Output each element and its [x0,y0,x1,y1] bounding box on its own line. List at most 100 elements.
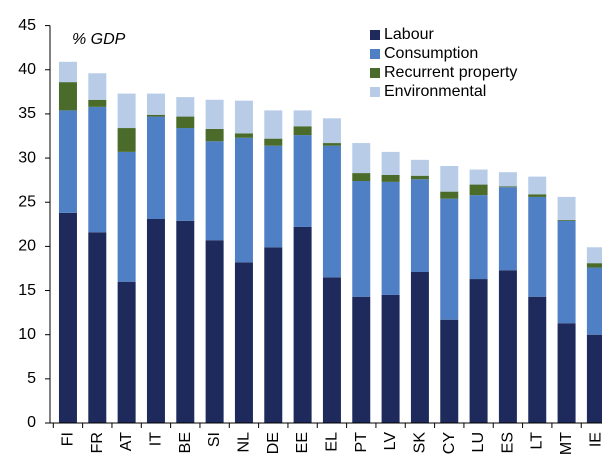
bar-segment [586,263,602,268]
legend-swatch [370,30,380,40]
x-tick-label: IT [147,432,164,446]
x-tick-label: BE [177,432,194,453]
bar-segment [88,99,107,107]
y-tick-label: 10 [18,326,36,343]
bar-segment [498,172,517,187]
bar-segment [176,116,195,129]
y-tick-label: 40 [18,61,36,78]
bar-segment [264,247,283,423]
bar-segment [469,169,488,185]
y-tick-label: 20 [18,238,36,255]
x-tick-label: FR [89,432,106,453]
bar-segment [557,220,576,324]
x-tick-label: CY [441,432,458,455]
bar-segment [146,116,165,220]
bar-segment [322,145,341,278]
bar-segment [410,179,429,272]
y-tick-label: 35 [18,105,36,122]
bar-segment [528,176,547,195]
bar-segment [322,143,341,146]
bar-segment [264,138,283,146]
bar-segment [381,294,400,423]
bar-segment [469,184,488,196]
bar-segment [381,174,400,182]
bar-segment [528,196,547,297]
bar-segment [234,137,253,263]
bar-segment [440,166,459,192]
bar-segment [58,212,77,423]
bar-segment [117,128,136,152]
chart-subtitle: % GDP [72,31,126,48]
bar-segment [498,270,517,423]
bar-segment [293,226,312,423]
x-tick-label: DE [265,432,282,454]
bar-segment [469,195,488,280]
y-tick-label: 0 [27,414,36,431]
bar-segment [498,187,517,271]
legend-swatch [370,87,380,97]
bar-segment [117,151,136,282]
bar-segment [88,73,107,100]
bar-segment [293,110,312,127]
bar-segment [117,281,136,423]
bar-segment [586,267,602,335]
bar-segment [528,296,547,423]
bar-segment [557,219,576,221]
bar-segment [440,198,459,320]
bar-segment [88,232,107,423]
bar-segment [176,128,195,221]
bar-segment [146,114,165,117]
x-tick-label: SK [411,432,428,454]
bar-segment [410,271,429,423]
x-tick-label: LT [529,432,546,450]
y-tick-label: 30 [18,149,36,166]
x-tick-label: LV [382,432,399,451]
bar-segment [234,133,253,138]
legend-label: Environmental [384,83,486,100]
y-tick-label: 15 [18,282,36,299]
bar-segment [117,93,136,129]
bar-segment [88,106,107,233]
x-tick-label: PT [353,432,370,453]
y-tick-label: 45 [18,17,36,34]
bar-segment [440,319,459,423]
bar-segment [322,118,341,144]
x-tick-label: IE [587,432,602,447]
bar-segment [264,110,283,139]
bar-segment [352,173,371,182]
bar-segment [352,181,371,297]
x-tick-label: FI [59,432,76,446]
bar-segment [146,219,165,423]
bar-segment [528,194,547,197]
bar-segment [205,141,224,241]
bar-segment [440,191,459,199]
x-tick-label: EE [294,432,311,453]
bar-segment [293,135,312,227]
bar-segment [498,186,517,188]
legend-label: Recurrent property [384,64,517,81]
x-tick-label: ES [499,432,516,453]
bar-segment [264,145,283,248]
y-tick-label: 5 [27,370,36,387]
bar-segment [146,93,165,115]
bar-segment [352,143,371,174]
legend-label: Labour [384,26,434,43]
bar-segment [410,159,429,176]
bar-segment [557,196,576,220]
bar-segment [205,99,224,129]
bar-segment [381,151,400,175]
bar-segment [293,126,312,136]
legend-swatch [370,68,380,78]
x-tick-label: EL [323,432,340,452]
x-tick-label: LU [470,432,487,452]
legend-label: Consumption [384,45,478,62]
bar-segment [469,279,488,423]
bar-segment [352,296,371,423]
bar-segment [176,220,195,423]
bar-segment [234,262,253,423]
bar-segment [58,82,77,111]
x-tick-label: SI [206,432,223,447]
y-tick-label: 25 [18,193,36,210]
x-tick-label: AT [118,432,135,451]
